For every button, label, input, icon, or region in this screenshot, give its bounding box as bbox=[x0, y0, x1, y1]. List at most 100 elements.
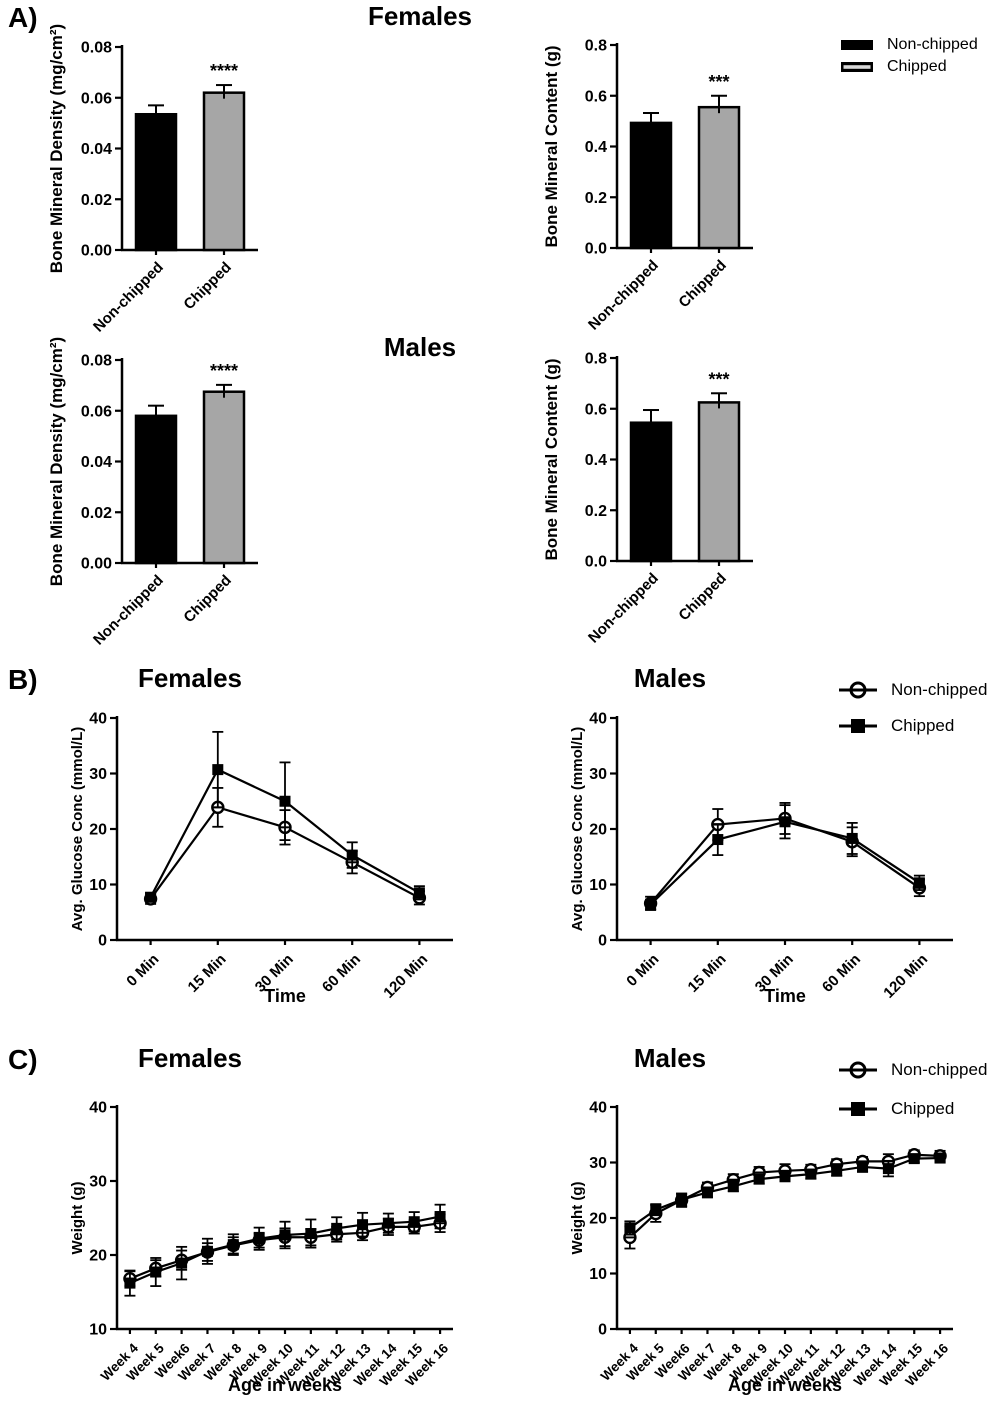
svg-text:Chipped: Chipped bbox=[675, 570, 729, 624]
svg-text:120 Min: 120 Min bbox=[880, 951, 931, 1002]
svg-text:Avg. Glucose Conc (mmol/L): Avg. Glucose Conc (mmol/L) bbox=[69, 727, 86, 931]
legend-item-non-chipped: Non-chipped bbox=[838, 680, 987, 700]
svg-text:15 Min: 15 Min bbox=[685, 951, 730, 996]
legend-label: Chipped bbox=[891, 1099, 955, 1118]
svg-text:0.00: 0.00 bbox=[81, 243, 112, 260]
svg-text:****: **** bbox=[210, 61, 238, 81]
panel-a-row2-title: Males bbox=[383, 332, 457, 362]
svg-text:0: 0 bbox=[598, 1322, 607, 1339]
bmc-males-chart: 0.0 0.2 0.4 0.6 0.8 Bone Mineral Content (g) N… bbox=[542, 351, 753, 647]
panel-a-label: A) bbox=[8, 2, 38, 33]
panel-b-label: B) bbox=[8, 664, 38, 695]
svg-text:Chipped: Chipped bbox=[675, 257, 729, 311]
svg-text:0.0: 0.0 bbox=[585, 554, 607, 571]
gray-bar-swatch-icon bbox=[841, 62, 873, 72]
svg-text:Age in weeks: Age in weeks bbox=[728, 1375, 842, 1395]
svg-text:0.0: 0.0 bbox=[585, 241, 607, 258]
svg-text:0.2: 0.2 bbox=[585, 503, 607, 520]
svg-text:60 Min: 60 Min bbox=[319, 951, 364, 996]
svg-text:Non-chipped: Non-chipped bbox=[585, 257, 662, 334]
legend-item-chipped: Chipped bbox=[838, 1099, 987, 1119]
svg-text:Bone Mineral Density (mg/cm²): Bone Mineral Density (mg/cm²) bbox=[47, 337, 66, 586]
svg-text:Non-chipped: Non-chipped bbox=[90, 259, 167, 336]
panel-a-row1-title: Females bbox=[367, 1, 473, 31]
open-circle-marker-icon bbox=[839, 1061, 877, 1079]
svg-text:40: 40 bbox=[89, 711, 107, 728]
svg-text:0.6: 0.6 bbox=[585, 401, 607, 418]
svg-text:60 Min: 60 Min bbox=[819, 951, 864, 996]
svg-text:0.08: 0.08 bbox=[81, 353, 112, 370]
svg-text:0.6: 0.6 bbox=[585, 88, 607, 105]
svg-text:40: 40 bbox=[89, 1100, 107, 1117]
svg-text:40: 40 bbox=[589, 1100, 607, 1117]
svg-text:10: 10 bbox=[89, 1322, 107, 1339]
panel-c-left-title: Females bbox=[137, 1043, 243, 1073]
bmd-females-chart: 0.00 0.02 0.04 0.06 0.08 Bone Mineral Density… bbox=[47, 24, 258, 336]
svg-text:10: 10 bbox=[589, 1266, 607, 1283]
svg-text:Bone Mineral Content (g): Bone Mineral Content (g) bbox=[542, 45, 561, 247]
filled-square-marker-icon bbox=[839, 1102, 877, 1116]
svg-text:0: 0 bbox=[98, 933, 107, 950]
legend-item-non-chipped: Non-chipped bbox=[838, 1060, 987, 1080]
svg-text:0: 0 bbox=[598, 933, 607, 950]
svg-text:Time: Time bbox=[764, 986, 806, 1006]
svg-text:Weight (g): Weight (g) bbox=[69, 1181, 86, 1254]
panel-c-right-title: Males bbox=[633, 1043, 707, 1073]
svg-text:20: 20 bbox=[89, 822, 107, 839]
panel-b-right-title: Males bbox=[633, 663, 707, 693]
svg-text:0.06: 0.06 bbox=[81, 403, 112, 420]
svg-text:0.8: 0.8 bbox=[585, 351, 607, 368]
svg-text:40: 40 bbox=[589, 711, 607, 728]
svg-text:30: 30 bbox=[89, 766, 107, 783]
svg-text:***: *** bbox=[708, 369, 729, 389]
open-circle-marker-icon bbox=[839, 681, 877, 699]
svg-text:***: *** bbox=[708, 72, 729, 92]
legend-label: Chipped bbox=[887, 58, 947, 75]
panel-c-legend: Non-chipped Chipped bbox=[838, 1060, 987, 1119]
svg-text:20: 20 bbox=[589, 822, 607, 839]
legend-item-chipped: Chipped bbox=[838, 716, 987, 736]
filled-square-marker-icon bbox=[839, 719, 877, 733]
panel-b-legend: Non-chipped Chipped bbox=[838, 680, 987, 736]
svg-text:Weight (g): Weight (g) bbox=[569, 1181, 586, 1254]
svg-text:20: 20 bbox=[89, 1248, 107, 1265]
legend-label: Chipped bbox=[891, 716, 955, 735]
svg-text:0.2: 0.2 bbox=[585, 190, 607, 207]
svg-text:30: 30 bbox=[89, 1174, 107, 1191]
svg-text:120 Min: 120 Min bbox=[380, 951, 431, 1002]
svg-text:0 Min: 0 Min bbox=[623, 951, 662, 990]
legend-label: Non-chipped bbox=[891, 1060, 988, 1079]
panel-c-label: C) bbox=[8, 1044, 38, 1075]
svg-text:Age in weeks: Age in weeks bbox=[228, 1375, 342, 1395]
svg-text:30: 30 bbox=[589, 766, 607, 783]
svg-text:10: 10 bbox=[89, 877, 107, 894]
svg-text:0.02: 0.02 bbox=[81, 192, 112, 209]
svg-text:Chipped: Chipped bbox=[180, 572, 234, 626]
legend-item-chipped: Chipped bbox=[840, 58, 978, 76]
svg-text:20: 20 bbox=[589, 1211, 607, 1228]
legend-label: Non-chipped bbox=[891, 680, 988, 699]
svg-text:0.4: 0.4 bbox=[585, 139, 607, 156]
svg-text:0.00: 0.00 bbox=[81, 556, 112, 573]
svg-text:Avg. Glucose Conc (mmol/L): Avg. Glucose Conc (mmol/L) bbox=[569, 727, 586, 931]
svg-text:Time: Time bbox=[264, 986, 306, 1006]
black-bar-swatch-icon bbox=[841, 40, 873, 50]
svg-text:Bone Mineral Content (g): Bone Mineral Content (g) bbox=[542, 358, 561, 560]
svg-text:0 Min: 0 Min bbox=[123, 951, 162, 990]
legend-label: Non-chipped bbox=[887, 36, 978, 53]
svg-text:0.8: 0.8 bbox=[585, 38, 607, 55]
legend-item-non-chipped: Non-chipped bbox=[840, 36, 978, 54]
svg-text:30: 30 bbox=[589, 1155, 607, 1172]
svg-text:0.02: 0.02 bbox=[81, 505, 112, 522]
svg-text:0.08: 0.08 bbox=[81, 40, 112, 57]
svg-text:0.04: 0.04 bbox=[81, 141, 112, 158]
svg-text:15 Min: 15 Min bbox=[185, 951, 230, 996]
svg-text:0.04: 0.04 bbox=[81, 454, 112, 471]
svg-text:10: 10 bbox=[589, 877, 607, 894]
panel-b-left-title: Females bbox=[137, 663, 243, 693]
